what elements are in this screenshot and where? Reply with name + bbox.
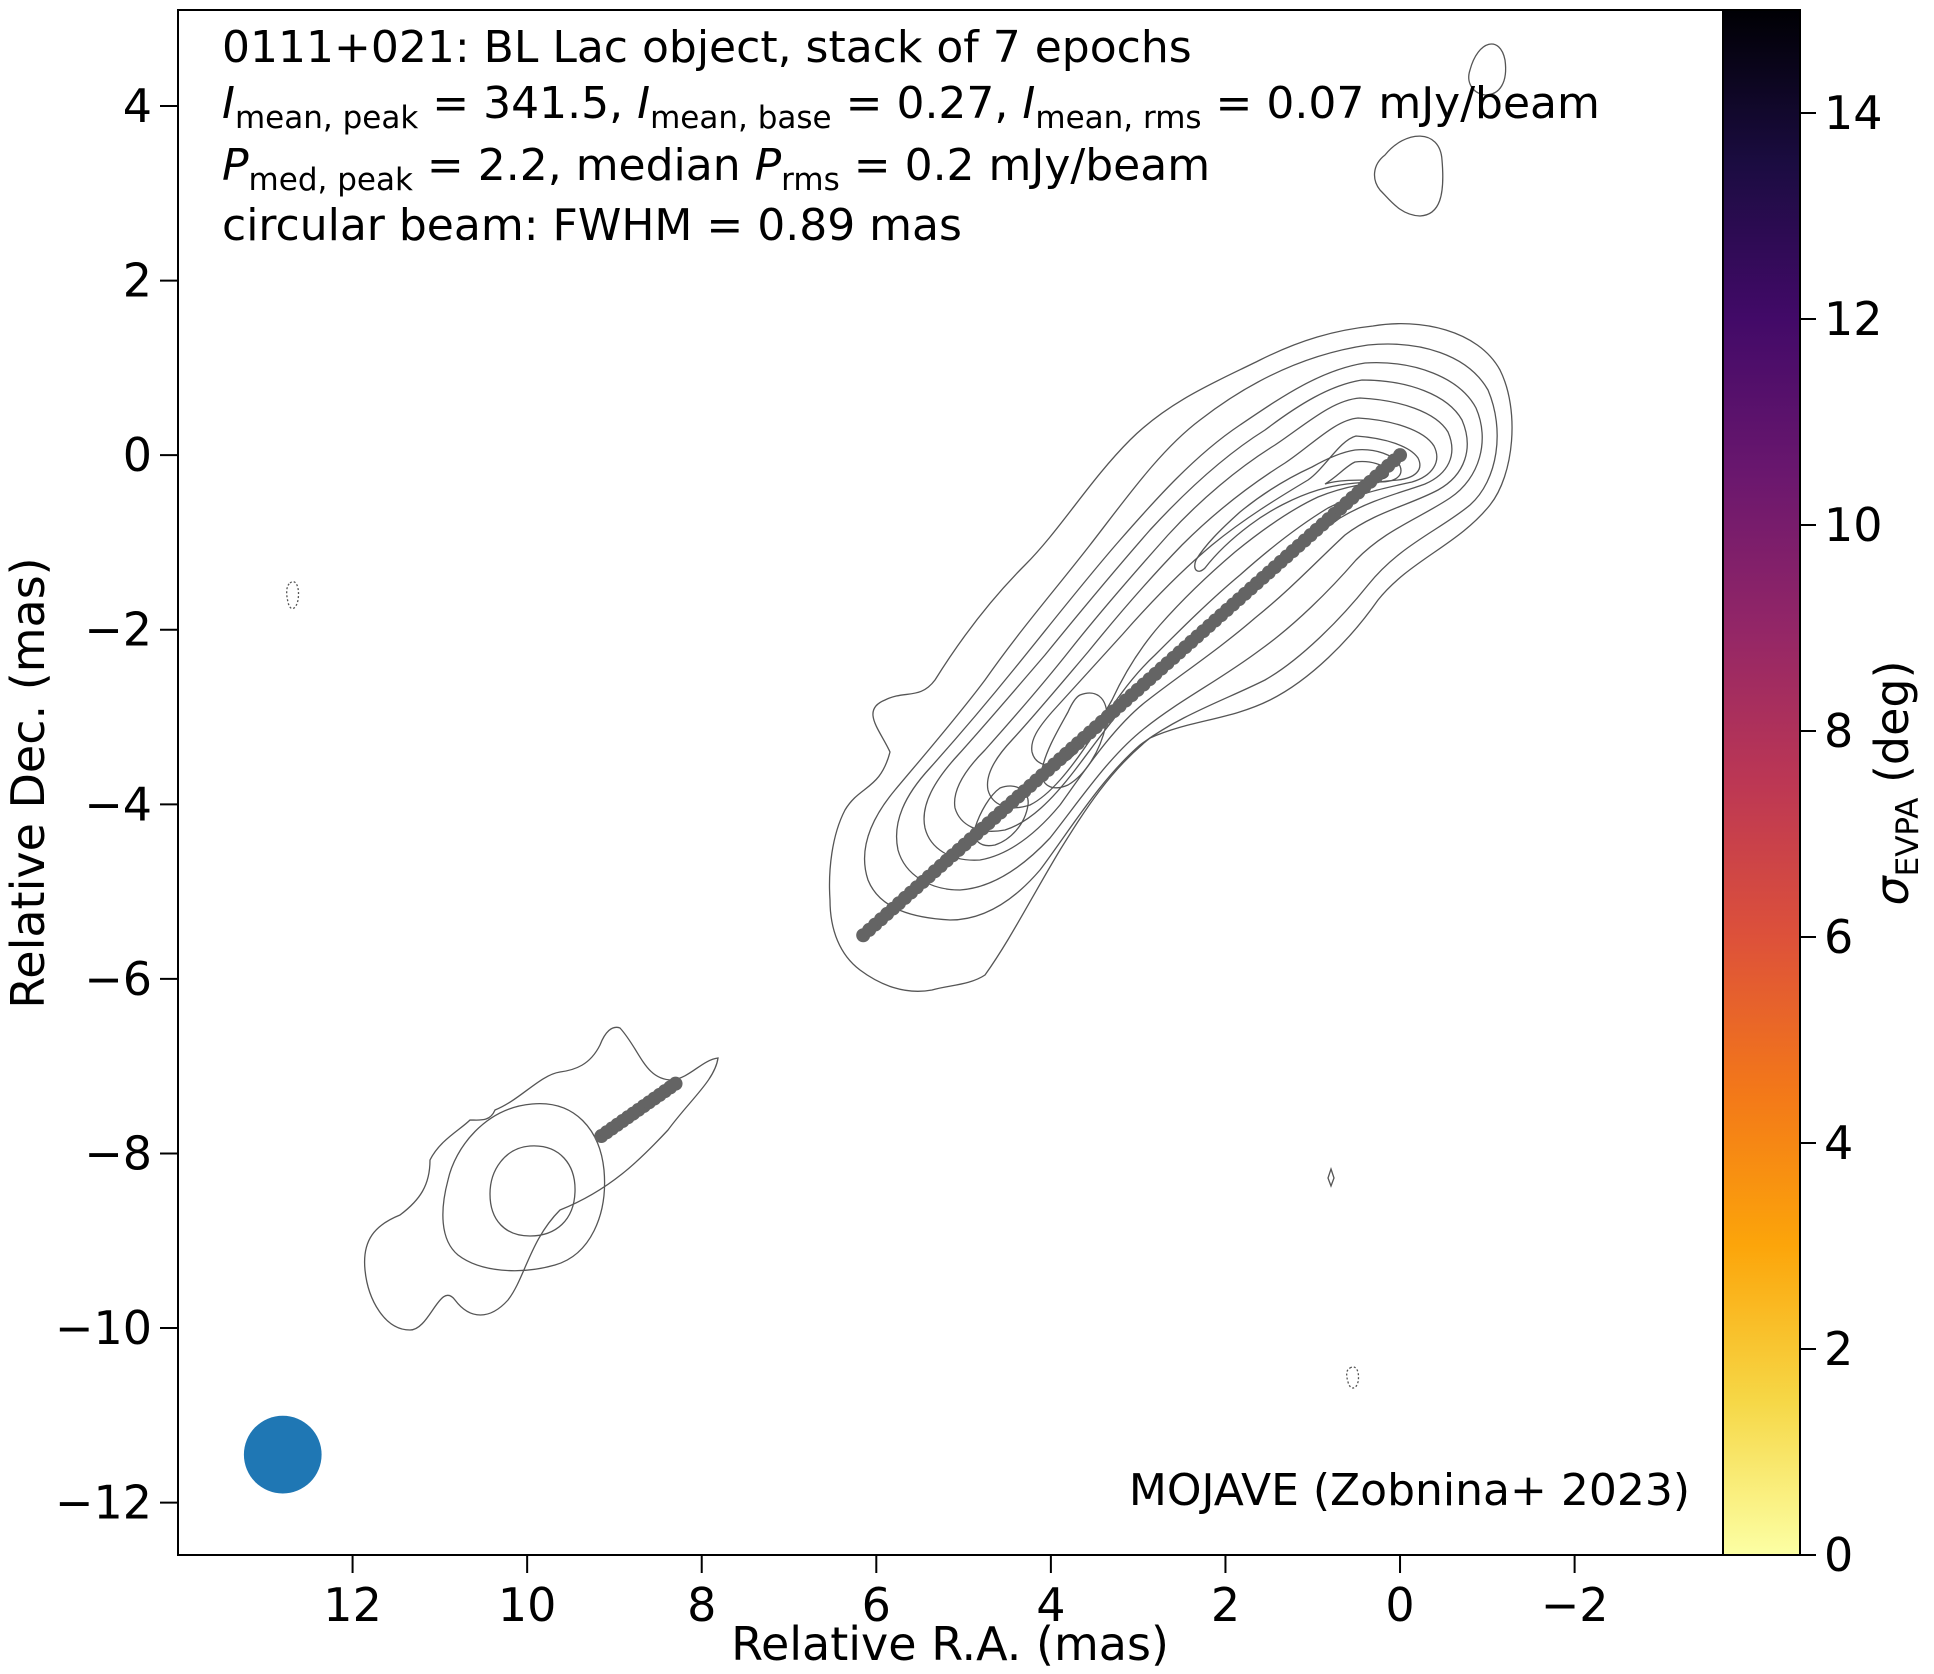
colorbar-tick-label: 0 xyxy=(1824,1528,1853,1582)
ridge-point xyxy=(1393,448,1408,463)
x-tick-label: 12 xyxy=(323,1578,382,1632)
y-tick-label: −6 xyxy=(84,952,152,1006)
x-axis-title: Relative R.A. (mas) xyxy=(731,1617,1169,1671)
contour-jet-2 xyxy=(863,343,1498,921)
y-tick-label: −2 xyxy=(84,603,152,657)
x-tick-label: 10 xyxy=(498,1578,557,1632)
contour-core-1 xyxy=(1194,449,1402,572)
x-tick-label: 0 xyxy=(1385,1578,1414,1632)
x-tick-label: 2 xyxy=(1211,1578,1240,1632)
y-axis-ticks: 4 2 0 −2 −4 −6 −8 −10 −12 xyxy=(55,79,178,1530)
credit-label: MOJAVE (Zobnina+ 2023) xyxy=(1129,1465,1690,1516)
y-axis-title: Relative Dec. (mas) xyxy=(1,557,55,1008)
contour-tiny-diamond xyxy=(1327,1166,1335,1188)
x-axis-ticks: 12 10 8 6 4 2 0 −2 xyxy=(323,1555,1609,1632)
contour-jet-4 xyxy=(923,379,1468,861)
y-tick-label: −4 xyxy=(84,777,152,831)
ridge-point xyxy=(668,1076,683,1091)
contour-secondary-2 xyxy=(442,1103,606,1272)
contour-top-blob xyxy=(1373,135,1444,217)
annotation-line4: circular beam: FWHM = 0.89 mas xyxy=(222,200,962,251)
colorbar xyxy=(1722,9,1801,1556)
contour-outer-jet xyxy=(828,323,1513,992)
contour-jet-6 xyxy=(986,417,1438,809)
colorbar-tick-label: 4 xyxy=(1824,1116,1853,1170)
beam-ellipse xyxy=(243,1415,322,1494)
y-tick-label: 0 xyxy=(123,428,152,482)
x-tick-label: −2 xyxy=(1541,1578,1609,1632)
colorbar-tick-label: 12 xyxy=(1824,292,1883,346)
y-tick-label: −10 xyxy=(55,1301,152,1355)
x-tick-label: 4 xyxy=(1036,1578,1065,1632)
colorbar-tick-label: 14 xyxy=(1824,86,1883,140)
colorbar-tick-label: 2 xyxy=(1824,1322,1853,1376)
contour-negative-bottom xyxy=(1346,1366,1360,1389)
colorbar-tick-label: 6 xyxy=(1824,910,1853,964)
intensity-contours xyxy=(286,43,1513,1389)
ridgeline-main xyxy=(856,448,1408,943)
annotation-line2: Imean, peak = 341.5, Imean, base = 0.27,… xyxy=(222,78,1600,136)
annotation-line1: 0111+021: BL Lac object, stack of 7 epoc… xyxy=(222,22,1192,73)
contour-jet-3 xyxy=(895,362,1483,891)
y-tick-label: 4 xyxy=(123,79,152,133)
colorbar-label: σEVPA (deg) xyxy=(1865,660,1926,905)
y-tick-label: 2 xyxy=(123,254,152,308)
contour-secondary-outer xyxy=(363,1026,719,1331)
y-tick-label: −12 xyxy=(55,1476,152,1530)
annotation-line3: Pmed, peak = 2.2, median Prms = 0.2 mJy/… xyxy=(222,140,1210,198)
colorbar-tick-label: 10 xyxy=(1824,498,1883,552)
beam-shape xyxy=(243,1415,322,1494)
colorbar-tick-label: 8 xyxy=(1824,704,1853,758)
ridgeline-secondary xyxy=(594,1076,683,1144)
contour-top-small xyxy=(1468,43,1507,96)
y-tick-label: −8 xyxy=(84,1126,152,1180)
x-tick-label: 8 xyxy=(687,1578,716,1632)
contour-secondary-3 xyxy=(489,1145,576,1237)
x-tick-label: 6 xyxy=(862,1578,891,1632)
contour-negative-left xyxy=(286,581,300,610)
colorbar-ticks: 0 2 4 6 8 10 12 14 xyxy=(1800,86,1883,1582)
contour-jet-5 xyxy=(953,397,1453,832)
